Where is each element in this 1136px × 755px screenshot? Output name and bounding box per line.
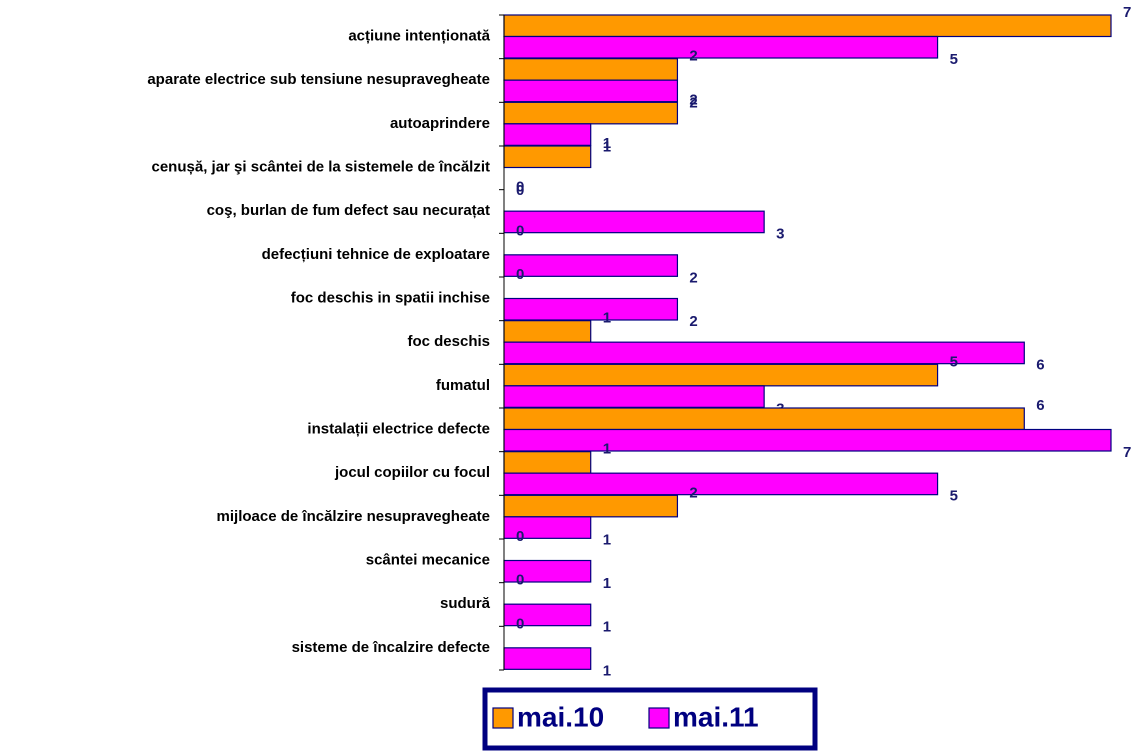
legend-label: mai.10: [517, 701, 604, 732]
bar: [503, 123, 592, 146]
legend-swatch: [492, 707, 514, 729]
bar: [503, 494, 679, 518]
y-tick-label: aparate electrice sub tensiune nesuprave…: [147, 71, 490, 88]
value-label: 6: [1036, 357, 1044, 374]
value-label: 1: [603, 138, 611, 155]
y-tick-label: foc deschis: [407, 333, 490, 350]
value-label: 1: [603, 531, 611, 548]
value-label: 1: [603, 619, 611, 636]
bar: [503, 407, 1025, 431]
y-tick-label: defecțiuni tehnice de exploatare: [262, 246, 490, 263]
bar: [503, 35, 939, 59]
value-label: 2: [689, 48, 697, 65]
bar: [503, 14, 1112, 38]
value-label: 3: [776, 226, 784, 243]
legend-label: mai.11: [673, 701, 759, 732]
y-tick-label: instalații electrice defecte: [307, 420, 490, 437]
legend-box: [482, 687, 818, 751]
value-label: 1: [603, 575, 611, 592]
bar: [503, 428, 1112, 452]
y-tick-label: foc deschis in spatii inchise: [291, 289, 490, 306]
value-label: 1: [603, 135, 611, 152]
bar: [503, 145, 592, 169]
y-tick-label: sisteme de încalzire defecte: [292, 639, 490, 656]
value-label: 0: [516, 179, 524, 196]
bar: [503, 647, 592, 670]
value-label: 5: [950, 51, 958, 68]
bar: [503, 297, 679, 321]
bar: [503, 385, 765, 408]
value-label: 5: [950, 353, 958, 370]
bar: [503, 320, 592, 343]
value-label: 2: [689, 484, 697, 501]
bar: [503, 79, 679, 103]
y-tick-label: cenușă, jar şi scântei de la sistemele d…: [152, 158, 491, 175]
bar: [503, 58, 679, 81]
bar: [503, 363, 939, 387]
y-tick-label: sudură: [440, 595, 491, 612]
value-label: 5: [950, 488, 958, 505]
value-label: 7: [1123, 4, 1131, 21]
value-label: 0: [516, 182, 524, 199]
y-tick-label: scântei mecanice: [366, 551, 490, 568]
y-tick-label: acțiune intenționată: [348, 27, 490, 44]
bar: [503, 254, 679, 277]
value-label: 6: [1036, 397, 1044, 414]
bar: [503, 472, 939, 496]
value-label: 2: [689, 91, 697, 108]
value-label: 0: [516, 572, 524, 589]
value-label: 7: [1123, 444, 1131, 461]
value-label: 1: [603, 441, 611, 458]
y-tick-label: jocul copiilor cu focul: [334, 464, 490, 481]
value-label: 0: [516, 266, 524, 283]
bar: [503, 451, 592, 474]
value-label: 0: [516, 615, 524, 632]
y-tick-label: autoaprindere: [390, 115, 490, 132]
value-label: 1: [603, 310, 611, 327]
y-tick-label: coş, burlan de fum defect sau necurațat: [207, 202, 490, 219]
bar: [503, 101, 679, 125]
value-label: 2: [689, 269, 697, 286]
value-label: 2: [689, 313, 697, 330]
value-label: 0: [516, 222, 524, 239]
legend-swatch: [648, 707, 670, 729]
y-tick-label: mijloace de încălzire nesupravegheate: [217, 508, 490, 525]
y-tick-label: fumatul: [436, 377, 490, 394]
value-label: 2: [689, 95, 697, 112]
value-label: 1: [603, 662, 611, 679]
bar: [503, 210, 765, 234]
value-label: 0: [516, 528, 524, 545]
bar: [503, 341, 1025, 365]
